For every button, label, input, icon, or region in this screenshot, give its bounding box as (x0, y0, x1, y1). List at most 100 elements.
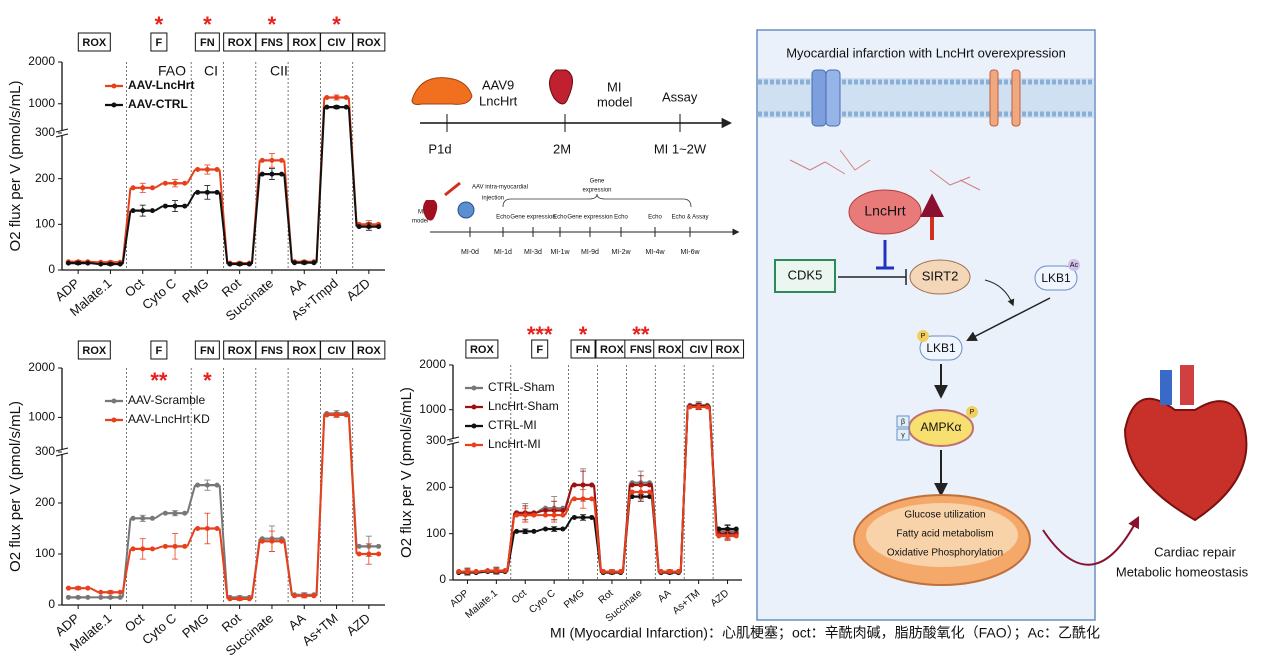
point (130, 515, 136, 521)
point (140, 515, 146, 521)
step-connector (250, 541, 261, 600)
tick-label: MI-1w (550, 249, 570, 256)
point (560, 526, 566, 532)
node-label: LKB1 (926, 341, 956, 355)
legend-swatch (471, 385, 477, 391)
point (514, 528, 520, 534)
point (182, 543, 188, 549)
tick-label: P1d (428, 141, 451, 156)
legend-swatch (471, 442, 477, 448)
protocol-label: ROX (600, 344, 625, 356)
mouse-icon (411, 77, 473, 105)
point (356, 224, 362, 230)
step-connector (315, 107, 326, 263)
step-connector (478, 569, 486, 573)
legend-swatch (471, 423, 477, 429)
node-label: LncHrt (864, 203, 905, 219)
point (733, 533, 739, 539)
channel (1011, 69, 1021, 127)
point (647, 482, 653, 488)
point (162, 510, 168, 516)
point (560, 508, 566, 513)
axis-break (55, 128, 69, 133)
point (629, 482, 635, 488)
timeline: AAV9 LncHrt MI model Assay P1d 2M MI 1~2… (411, 69, 733, 156)
label: AAV intra-myocardial (472, 185, 528, 191)
point (311, 260, 317, 266)
point (279, 157, 285, 163)
node-label: CDK5 (788, 267, 823, 282)
node-label: LKB1 (1041, 271, 1071, 285)
significance: * (332, 12, 341, 37)
y-tick-label: 0 (48, 262, 55, 276)
step-connector (250, 174, 261, 265)
point (647, 489, 653, 495)
point (292, 593, 298, 599)
point (162, 180, 168, 186)
point (542, 512, 548, 518)
label: AAV9 (482, 77, 514, 92)
point (140, 546, 146, 552)
protocol-box (194, 32, 220, 52)
legend-label: CTRL-Sham (488, 380, 555, 394)
caption: MI (Myocardial Infarction)：心肌梗塞；oct：辛酰肉碱… (550, 625, 1100, 642)
point (85, 260, 91, 266)
x-tick-label: Rot (597, 588, 616, 607)
y-tick-label: 100 (35, 217, 55, 231)
point (589, 496, 595, 502)
point (107, 261, 113, 267)
point (292, 260, 298, 266)
protocol-label: ROX (82, 345, 107, 357)
point (675, 569, 681, 575)
tick-label: MI 1~2W (654, 141, 707, 156)
x-tick-label: Cyto C (139, 275, 179, 312)
point (531, 528, 537, 534)
annotation: CI (204, 63, 218, 79)
point (560, 512, 566, 518)
tick-label: MI-0d (461, 249, 479, 256)
subunit (896, 415, 910, 428)
step-connector (186, 528, 196, 547)
point (214, 526, 220, 531)
point (269, 171, 275, 177)
protocol-box (150, 32, 168, 52)
point (647, 494, 653, 500)
step-connector (154, 205, 164, 212)
significance: *** (527, 322, 553, 347)
tick-label: MI-3d (524, 249, 542, 256)
mitochondrion-inner (866, 503, 1018, 567)
axis-break (446, 441, 460, 446)
y-axis-label: O2 flux per V (pmol/s/mL) (7, 81, 24, 252)
axis-break (55, 452, 69, 457)
protocol-label: F (536, 344, 543, 356)
step-connector (121, 210, 132, 265)
point (493, 568, 499, 574)
node-label: SIRT2 (922, 268, 959, 283)
point (618, 569, 624, 575)
brace (502, 193, 692, 208)
pathway: Myocardial infarction with LncHrt overex… (756, 29, 1249, 621)
point (269, 157, 275, 163)
point (551, 512, 557, 518)
y-tick-label: 300 (426, 433, 446, 447)
point (638, 489, 644, 495)
point (324, 104, 330, 110)
timeline-detail: MI model AAV intra-myocardial injection … (412, 179, 740, 256)
point (356, 543, 362, 549)
point (589, 482, 595, 488)
point (204, 526, 210, 531)
y-tick-label: 100 (35, 546, 55, 560)
channel (825, 69, 841, 127)
point (172, 510, 178, 516)
pathway-title: Myocardial infarction with LncHrt overex… (786, 45, 1066, 60)
point (65, 585, 71, 591)
point (376, 224, 382, 230)
tick-label: MI-2w (611, 249, 631, 256)
y-tick-label: 100 (426, 526, 446, 540)
point (531, 512, 537, 518)
y-tick-label: 1000 (28, 410, 55, 424)
tick-label: MI-4w (645, 249, 665, 256)
x-tick-label: PMG (179, 275, 211, 306)
virus-icon (457, 201, 475, 219)
step-connector (708, 406, 718, 537)
